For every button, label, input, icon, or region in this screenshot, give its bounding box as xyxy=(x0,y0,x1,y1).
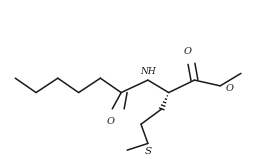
Text: NH: NH xyxy=(140,67,156,76)
Text: O: O xyxy=(106,117,114,126)
Text: O: O xyxy=(225,84,233,93)
Text: O: O xyxy=(183,47,192,56)
Text: S: S xyxy=(144,147,152,156)
